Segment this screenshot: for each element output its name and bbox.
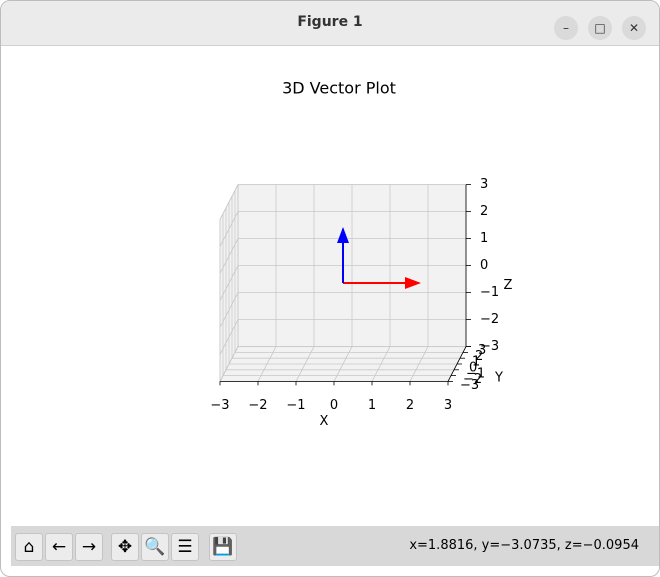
y-tick-label: 2 xyxy=(475,349,483,364)
close-button[interactable]: ✕ xyxy=(622,16,646,40)
title-bar: Figure 1 – □ ✕ xyxy=(1,1,659,46)
y-tick-label: 0 xyxy=(469,361,477,376)
z-tick-label: 1 xyxy=(480,231,488,246)
grid-line xyxy=(219,184,239,220)
grid-line xyxy=(219,211,239,247)
grid-line xyxy=(219,319,239,355)
toolbar: ⌂ ← → ✥ 🔍 ☰ 💾 x=1.8816, y=−3.0735, z=−0.… xyxy=(11,526,659,566)
z-axis-label: Z xyxy=(504,278,513,293)
home-button[interactable]: ⌂ xyxy=(15,533,43,561)
grid-line xyxy=(219,346,239,382)
plot-canvas: 3D Vector Plot−3 −2 −1 0 1 2 3−3−2−10123−3−2−1… xyxy=(210,79,513,429)
grid-line xyxy=(219,265,239,301)
x-tick-label: −1 xyxy=(286,398,305,413)
z-tick-label: −3 xyxy=(480,339,499,354)
z-tick-label: −1 xyxy=(480,285,499,300)
x-axis-label: X xyxy=(320,414,329,429)
x-tick-label: 2 xyxy=(406,398,414,413)
y-axis-line xyxy=(447,346,467,382)
maximize-button[interactable]: □ xyxy=(588,16,612,40)
window-title: Figure 1 xyxy=(297,14,363,30)
save-button[interactable]: 💾 xyxy=(209,533,237,561)
grid-line xyxy=(219,238,239,274)
y-tick-label: −3 xyxy=(460,378,479,393)
coordinates-status: x=1.8816, y=−3.0735, z=−0.0954 xyxy=(409,538,639,553)
pan-button[interactable]: ✥ xyxy=(111,533,139,561)
z-tick-label: 0 xyxy=(480,258,488,273)
y-tick-label: 1 xyxy=(472,355,480,370)
z-tick-label: −2 xyxy=(480,312,499,327)
z-tick-label: 2 xyxy=(480,204,488,219)
y-tick-label: −1 xyxy=(466,366,485,381)
minimize-button[interactable]: – xyxy=(554,16,578,40)
forward-button[interactable]: → xyxy=(75,533,103,561)
y-tick-label: −2 xyxy=(463,372,482,387)
x-tick-label: 3 xyxy=(444,398,452,413)
z-tick-label: 3 xyxy=(480,177,488,192)
x-tick-label: 0 xyxy=(330,398,338,413)
configure-button[interactable]: ☰ xyxy=(171,533,199,561)
back-button[interactable]: ← xyxy=(45,533,73,561)
zoom-button[interactable]: 🔍 xyxy=(141,533,169,561)
y-axis-label: Y xyxy=(494,371,503,386)
x-tick-label: −3 xyxy=(210,398,229,413)
chart-title: 3D Vector Plot xyxy=(282,79,396,98)
x-tick-label: 1 xyxy=(368,398,376,413)
x-tick-label: −2 xyxy=(248,398,267,413)
y-tick-label: 3 xyxy=(478,343,486,358)
grid-line xyxy=(219,292,239,328)
